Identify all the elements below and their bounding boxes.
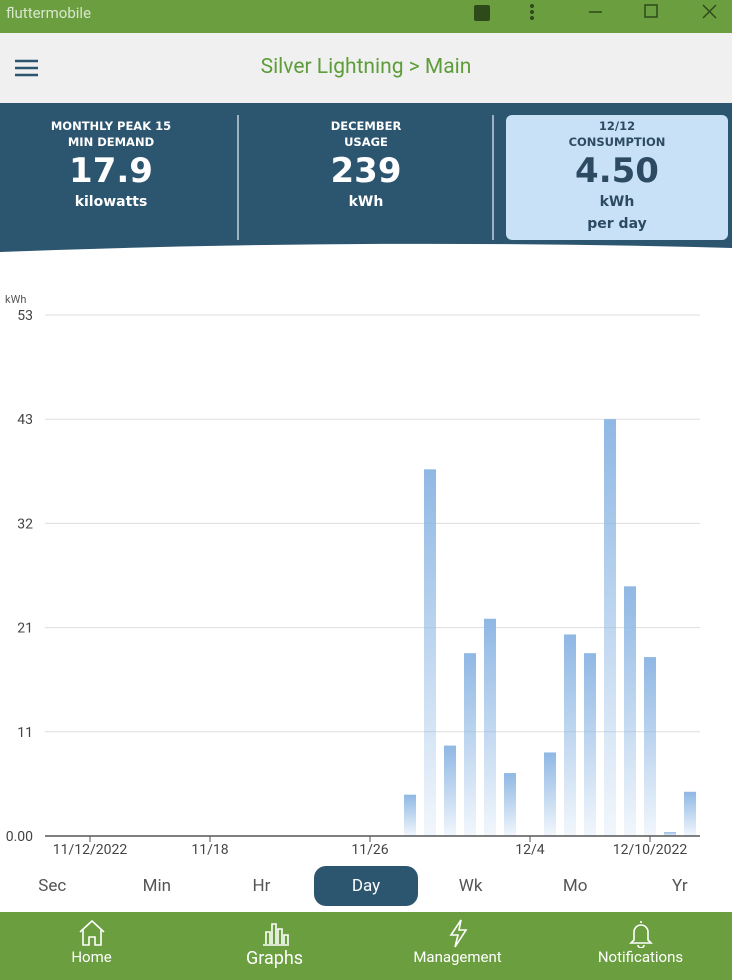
stat-unit-line: per day — [587, 216, 647, 232]
nav-item[interactable]: Graphs — [183, 912, 366, 980]
nav-label: Graphs — [245, 948, 304, 969]
interval-tab[interactable]: Day — [313, 866, 419, 906]
interval-tab[interactable]: Wk — [458, 876, 483, 896]
maximize[interactable] — [644, 4, 658, 18]
bar — [684, 791, 696, 836]
interval-tab[interactable]: Yr — [671, 876, 688, 896]
stat-card: 12/12 CONSUMPTION 4.50 kWh per day — [506, 115, 728, 240]
stat-label-line: 12/12 — [598, 119, 636, 133]
stats-panel: MONTHLY PEAK 15 MIN DEMAND 17.9 kilowatts DE… — [0, 103, 732, 243]
stat-unit-line: kWh — [599, 194, 635, 210]
separator — [237, 115, 239, 240]
separator — [492, 115, 494, 240]
extension-icon[interactable] — [474, 5, 490, 21]
y-tick-label: 32 — [17, 516, 33, 532]
y-tick-label: 11 — [17, 725, 33, 741]
bar — [584, 653, 596, 836]
nav-item[interactable]: Notifications — [549, 912, 732, 980]
stat-label-line: DECEMBER — [330, 119, 402, 133]
stat-label: DECEMBER USAGE — [248, 118, 484, 150]
app-bar: Silver Lightning > Main — [0, 33, 732, 103]
stat-card: DECEMBER USAGE 239 kWh — [248, 115, 484, 240]
nav-item[interactable]: Home — [0, 912, 183, 980]
interval-tab[interactable]: Hr — [252, 876, 271, 896]
x-tick-label: 11/12/2022 — [53, 842, 128, 858]
y-tick-label: 53 — [17, 308, 33, 324]
stat-unit: kWh per day — [506, 191, 728, 235]
bar — [504, 773, 516, 836]
stat-unit: kWh — [248, 191, 484, 213]
bar — [444, 745, 456, 836]
stat-unit-line: kilowatts — [74, 194, 148, 210]
stat-label-line: CONSUMPTION — [568, 135, 666, 149]
stat-value: 239 — [330, 151, 402, 191]
bar — [644, 657, 656, 836]
interval-tab[interactable]: Mo — [562, 876, 588, 896]
interval-tabs: Sec Min Hr Day Wk Mo Yr — [0, 866, 732, 906]
window-controls — [474, 4, 717, 21]
stat-label-line: USAGE — [344, 135, 388, 149]
bottom-nav: Home Graphs Management Notifications — [0, 912, 732, 980]
bar — [624, 586, 636, 836]
nav-label: Management — [413, 948, 502, 966]
stat-label: 12/12 CONSUMPTION — [506, 118, 728, 150]
x-tick-label: 12/4 — [515, 842, 545, 858]
nav-icon — [449, 919, 467, 948]
bar — [544, 752, 556, 836]
stats-curve — [0, 242, 732, 252]
nav-label: Notifications — [597, 948, 684, 966]
bar — [404, 794, 416, 836]
bar — [424, 469, 436, 836]
stat-unit: kilowatts — [0, 191, 222, 213]
interval-tab[interactable]: Sec — [38, 876, 67, 896]
bar — [604, 419, 616, 836]
bar — [564, 634, 576, 836]
y-tick-label: 43 — [17, 412, 33, 428]
x-tick-label: 12/10/2022 — [613, 842, 688, 858]
y-tick-label: 0.00 — [6, 829, 33, 845]
stat-value: 17.9 — [69, 151, 153, 191]
more-icon[interactable] — [530, 4, 534, 20]
y-tick-label: 21 — [17, 621, 33, 637]
chart: kWh 0.00 11 21 32 43 53 11/12/2022 11/18 11/26 12/… — [5, 293, 700, 858]
nav-label: Home — [71, 948, 112, 966]
stat-unit-line: kWh — [348, 194, 384, 210]
nav-icon — [262, 923, 289, 946]
stat-label-line: MIN DEMAND — [67, 135, 155, 149]
y-axis-label: kWh — [5, 293, 26, 306]
nav-item[interactable]: Management — [366, 912, 549, 980]
app-title: Silver Lightning > Main — [260, 55, 472, 79]
stat-label: MONTHLY PEAK 15 MIN DEMAND — [0, 118, 222, 150]
close[interactable] — [702, 4, 717, 19]
menu-button[interactable] — [14, 58, 40, 78]
bar — [664, 832, 676, 836]
x-tick-label: 11/18 — [191, 842, 228, 858]
stat-card: MONTHLY PEAK 15 MIN DEMAND 17.9 kilowatts — [0, 115, 222, 240]
nav-icon — [78, 919, 105, 946]
bar — [464, 653, 476, 836]
stat-label-line: MONTHLY PEAK 15 — [50, 119, 172, 133]
nav-icon — [628, 921, 653, 948]
interval-tab[interactable]: Min — [142, 876, 172, 896]
bar — [484, 618, 496, 836]
stat-value: 4.50 — [575, 151, 659, 191]
window-title: fluttermobile — [6, 4, 92, 22]
x-tick-label: 11/26 — [351, 842, 388, 858]
window-bar: fluttermobile — [0, 0, 732, 33]
